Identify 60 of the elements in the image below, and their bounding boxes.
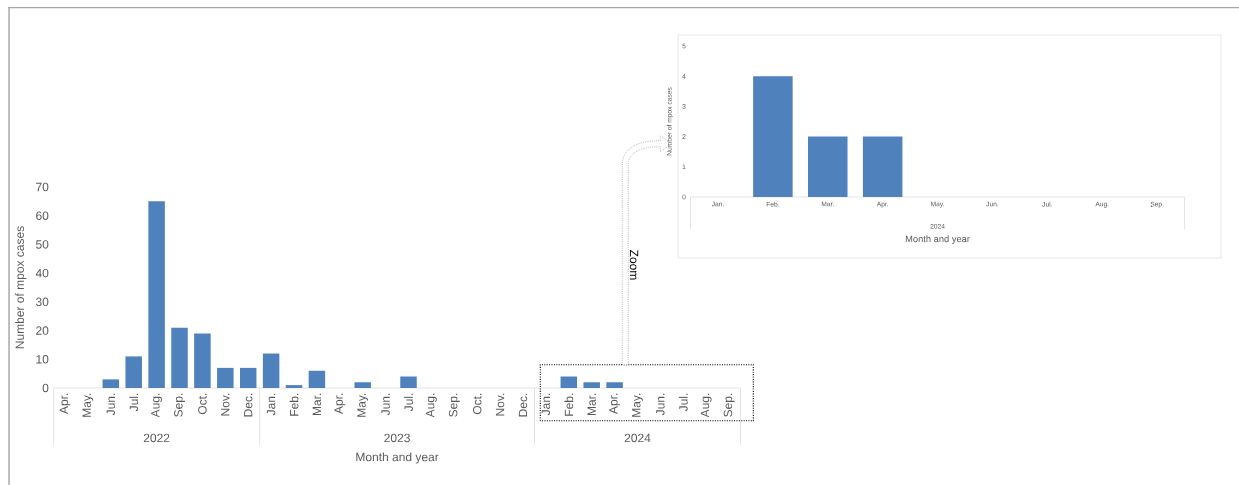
bar xyxy=(102,379,120,388)
x-tick-label: Sep. xyxy=(448,393,460,417)
x-tick-label: Feb. xyxy=(564,393,574,416)
y-tick-label: 60 xyxy=(36,211,49,220)
x-tick-label: Jun. xyxy=(106,393,116,416)
bar xyxy=(125,356,142,388)
x-tick-label: Sep. xyxy=(174,393,185,417)
x-tick-label: Dec. xyxy=(244,393,253,417)
x-tick-label: Aug. xyxy=(151,393,162,418)
x-tick-label: Jul. xyxy=(129,393,139,412)
x-tick-label: Mar. xyxy=(312,393,322,416)
y-tick-label: 20 xyxy=(36,326,49,335)
y-tick-label: 70 xyxy=(36,182,49,192)
x-tick-label: Aug. xyxy=(700,393,712,418)
text: 2023 xyxy=(384,433,410,443)
bar xyxy=(217,367,234,388)
bar xyxy=(354,382,371,388)
x-tick-label: Nov. xyxy=(495,393,505,416)
x-tick-label: Jul. xyxy=(678,393,688,412)
x-tick-label: Jun. xyxy=(381,393,390,416)
x-tick-label: Mar. xyxy=(587,393,596,416)
text: 2024 xyxy=(624,433,651,443)
x-tick-label: Jul. xyxy=(404,393,413,412)
x-tick-label: Apr. xyxy=(609,393,620,415)
y-tick-label: 0 xyxy=(42,383,49,393)
x-tick-label: Jan. xyxy=(266,393,276,416)
annotation: Zoom xyxy=(629,250,639,280)
x-tick-label: Apr. xyxy=(59,393,71,415)
bar xyxy=(400,376,417,388)
bar xyxy=(285,385,303,388)
text: 2022 xyxy=(143,433,170,443)
bar xyxy=(239,367,257,388)
x-tick-label: Dec. xyxy=(518,393,528,417)
bar xyxy=(583,382,600,388)
x-tick-label: Jan. xyxy=(541,393,551,416)
bar xyxy=(262,353,280,388)
bar xyxy=(560,376,578,388)
bar xyxy=(308,370,326,388)
bar xyxy=(148,201,165,388)
y-tick-label: 50 xyxy=(35,240,49,249)
x-tick-label: Oct. xyxy=(472,393,482,415)
x-tick-label: Feb. xyxy=(289,393,299,416)
x-tick-label: Oct. xyxy=(198,393,207,415)
x-tick-label: Aug. xyxy=(426,393,437,418)
bar xyxy=(194,333,211,388)
x-tick-label: Sep. xyxy=(723,393,735,417)
x-tick-label: May. xyxy=(632,393,643,417)
bar xyxy=(171,327,188,388)
x-tick-label: Jun. xyxy=(656,393,665,416)
x-tick-label: Apr. xyxy=(334,393,346,415)
x-tick-label: May. xyxy=(357,393,369,417)
y-axis-title: Number of mpox cases xyxy=(15,226,27,349)
y-tick-label: 40 xyxy=(35,268,49,278)
x-tick-label: Nov. xyxy=(221,393,230,416)
bar xyxy=(606,382,623,388)
x-axis-title: Month and year xyxy=(356,452,439,464)
x-tick-label: May. xyxy=(82,393,94,417)
y-tick-label: 30 xyxy=(35,297,49,307)
x-axis-title: Month and year xyxy=(905,235,970,245)
y-tick-label: 10 xyxy=(36,355,49,364)
